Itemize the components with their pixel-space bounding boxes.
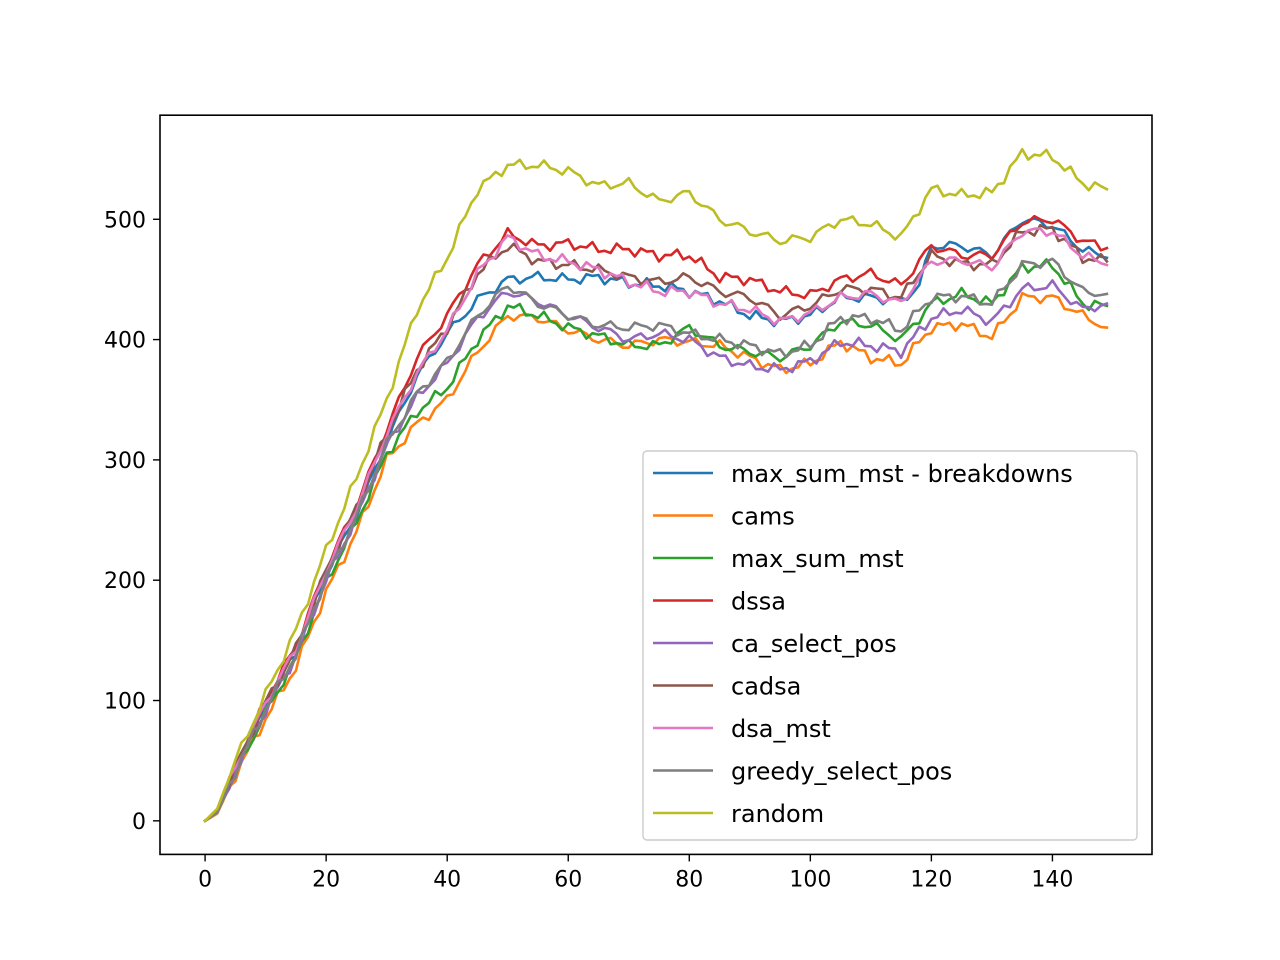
- legend-label: max_sum_mst: [731, 545, 904, 573]
- x-tick-label: 100: [789, 867, 831, 892]
- legend-box: [642, 450, 1138, 841]
- legend-label: dsa_mst: [731, 715, 831, 743]
- x-axis: 0 20 40 60 80 100 120 140: [198, 854, 1073, 892]
- x-tick-label: 0: [198, 867, 212, 892]
- plot-frame: [159, 114, 1153, 856]
- series-line-dsa-mst: [203, 227, 1109, 823]
- series-line-random: [203, 147, 1109, 823]
- y-tick-label: 100: [104, 690, 146, 715]
- y-tick-label: 200: [104, 569, 146, 594]
- legend: max_sum_mst - breakdowns cams max_sum_mstd…: [642, 450, 1138, 841]
- series-lines: [203, 147, 1109, 823]
- series-line-max-sum-mst: [203, 258, 1109, 823]
- x-tick-label: 80: [675, 867, 703, 892]
- y-tick-label: 0: [132, 810, 146, 835]
- y-tick-label: 300: [104, 449, 146, 474]
- legend-label: greedy_select_pos: [731, 758, 952, 786]
- legend-label: cadsa: [731, 673, 801, 701]
- legend-label: max_sum_mst - breakdowns: [731, 460, 1073, 488]
- x-tick-label: 120: [910, 867, 952, 892]
- legend-label: ca_select_pos: [731, 630, 897, 658]
- y-axis: 0 100 200 300 400 500: [104, 208, 160, 835]
- x-tick-label: 140: [1031, 867, 1073, 892]
- legend-label: random: [731, 800, 824, 828]
- legend-label: dssa: [731, 588, 786, 616]
- series-line-greedy-select-pos: [203, 257, 1109, 823]
- x-tick-label: 60: [554, 867, 582, 892]
- x-tick-label: 40: [433, 867, 461, 892]
- x-tick-label: 20: [312, 867, 340, 892]
- y-tick-label: 500: [104, 208, 146, 233]
- legend-label: cams: [731, 503, 795, 531]
- y-tick-label: 400: [104, 329, 146, 354]
